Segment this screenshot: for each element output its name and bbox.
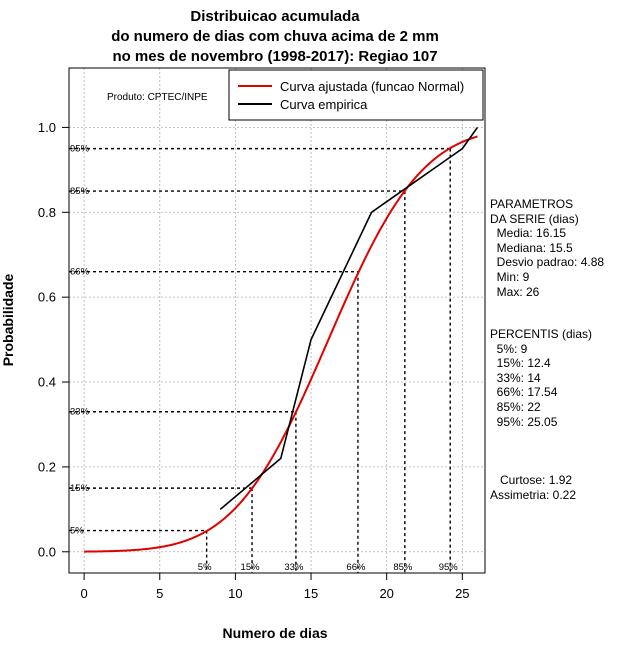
x-tick-label: 25 bbox=[455, 586, 469, 601]
side-panel-line: PARAMETROS bbox=[490, 197, 574, 211]
axes: 0 5 10 15 20 25 0.0 0.2 0.4 0.6 0.8 1.0 bbox=[38, 120, 470, 601]
side-panel-line: Desvio padrao: 4.88 bbox=[490, 255, 605, 270]
side-panel-line: Mediana: 15.5 bbox=[490, 240, 573, 255]
side-panel-line: 33%: 14 bbox=[490, 370, 541, 385]
grid bbox=[69, 68, 485, 573]
legend: Curva ajustada (funcao Normal) Curva empi… bbox=[228, 69, 484, 121]
legend-label: Curva ajustada (funcao Normal) bbox=[280, 79, 464, 94]
x-tick-label: 15 bbox=[304, 586, 318, 601]
side-panel-line: 85%: 22 bbox=[490, 399, 541, 414]
percentile-label-x: 33% bbox=[284, 562, 304, 573]
side-panel-line: Assimetria: 0.22 bbox=[490, 487, 577, 502]
side-panel-line: PERCENTIS (dias) bbox=[490, 327, 593, 341]
y-tick-label: 0.4 bbox=[38, 375, 56, 390]
side-panel-line: Max: 26 bbox=[490, 284, 540, 299]
percentile-label-x: 66% bbox=[346, 562, 366, 573]
percentis-panel: PERCENTIS (dias) 5%: 9 15%: 12.4 33%: 14… bbox=[490, 327, 592, 429]
x-tick-label: 10 bbox=[228, 586, 242, 601]
percentile-label-y: 33% bbox=[70, 407, 90, 418]
fitted-normal-curve bbox=[84, 135, 478, 553]
y-tick-label: 0.0 bbox=[38, 544, 56, 559]
side-panel-line: Media: 16.15 bbox=[490, 226, 567, 241]
legend-label: Curva empirica bbox=[280, 97, 368, 112]
side-panel-line: 95%: 25.05 bbox=[490, 414, 558, 429]
percentile-label-x: 15% bbox=[241, 562, 261, 573]
side-panel-line: Min: 9 bbox=[490, 269, 530, 284]
product-label: Produto: CPTEC/INPE bbox=[107, 92, 208, 103]
percentile-label-y: 66% bbox=[70, 267, 90, 278]
percentile-guides: 5% 5% 15% 15% 33% 33% 66% 66% 85% 85% 95% 95% bbox=[69, 144, 458, 573]
plot-frame bbox=[68, 67, 486, 574]
x-tick-label: 0 bbox=[81, 586, 88, 601]
chart-title-line: do numero de dias com chuva acima de 2 m… bbox=[111, 28, 439, 45]
percentile-label-x: 95% bbox=[439, 562, 459, 573]
percentile-label-y: 95% bbox=[70, 144, 90, 155]
percentile-label-x: 85% bbox=[393, 562, 413, 573]
empirical-curve bbox=[219, 126, 479, 510]
stats-panel: Curtose: 1.92 Assimetria: 0.22 bbox=[490, 473, 576, 502]
percentile-label-x: 5% bbox=[198, 562, 212, 573]
side-panel-line: DA SERIE (dias) bbox=[490, 211, 579, 226]
side-panel-line: 66%: 17.54 bbox=[490, 385, 558, 400]
y-axis-label: Probabilidade bbox=[0, 274, 16, 367]
y-tick-label: 0.6 bbox=[38, 290, 56, 305]
percentile-label-y: 15% bbox=[70, 483, 90, 494]
parametros-panel: PARAMETROS DA SERIE (dias) Media: 16.15 M… bbox=[490, 197, 604, 299]
y-tick-label: 0.8 bbox=[38, 205, 56, 220]
chart-title-line: no mes de novembro (1998-2017): Regiao 1… bbox=[112, 48, 437, 65]
percentile-label-y: 5% bbox=[70, 526, 84, 537]
percentile-label-y: 85% bbox=[70, 186, 90, 197]
side-panel-line: 5%: 9 bbox=[490, 341, 528, 356]
series bbox=[84, 126, 479, 553]
x-axis-label: Numero de dias bbox=[222, 625, 327, 641]
x-tick-label: 5 bbox=[156, 586, 163, 601]
chart-title-line: Distribuicao acumulada bbox=[190, 8, 360, 25]
x-tick-label: 20 bbox=[379, 586, 393, 601]
y-tick-label: 1.0 bbox=[38, 120, 56, 135]
y-tick-label: 0.2 bbox=[38, 459, 56, 474]
legend-box bbox=[228, 69, 484, 121]
side-panel-line: Curtose: 1.92 bbox=[490, 473, 573, 487]
chart-title: Distribuicao acumulada do numero de dias … bbox=[111, 8, 439, 65]
side-panel-line: 15%: 12.4 bbox=[490, 356, 551, 371]
